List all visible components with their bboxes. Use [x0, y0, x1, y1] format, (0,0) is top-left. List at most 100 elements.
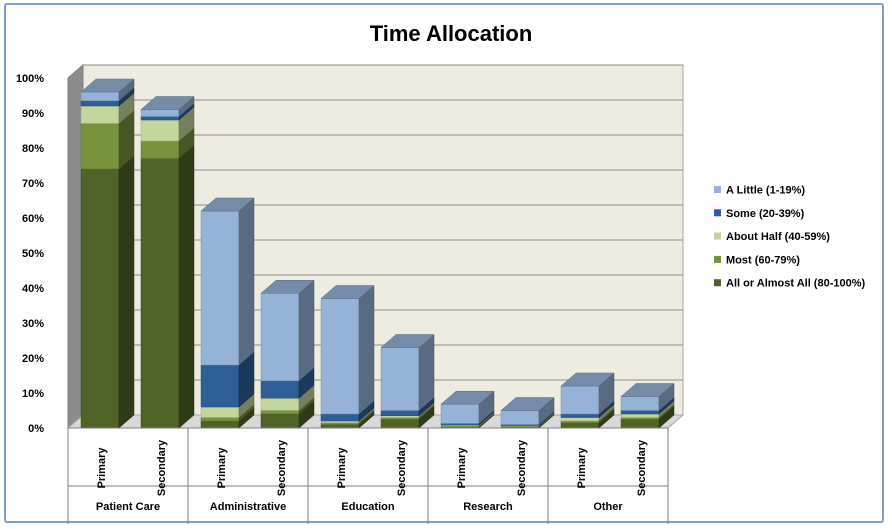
group-label: Administrative [210, 501, 286, 513]
y-tick-label: 80% [22, 143, 44, 155]
bar-segment [260, 380, 300, 399]
bar-top [440, 390, 495, 405]
category-label: Primary [96, 447, 108, 489]
bar-segment [620, 419, 660, 429]
y-tick-label: 20% [22, 353, 44, 365]
bar-segment [380, 347, 420, 411]
y-tick-label: 70% [22, 178, 44, 190]
bar-segment [200, 420, 240, 429]
bar-segment [380, 419, 420, 429]
gridline-side [67, 379, 84, 394]
bar-segment [320, 298, 360, 415]
legend-swatch [714, 232, 721, 240]
bar-segment [320, 413, 360, 422]
y-tick-label: 0% [28, 423, 44, 435]
bar-segment [200, 364, 240, 408]
category-label: Primary [336, 447, 348, 489]
bar-segment [620, 413, 660, 418]
bar-segment [140, 158, 180, 429]
gridline-side [67, 344, 84, 359]
gridline-side [67, 274, 84, 289]
bar-segment [260, 398, 300, 411]
bar-segment [140, 140, 180, 159]
bar-top [200, 197, 255, 212]
legend-swatch [714, 255, 721, 263]
bar-top [140, 96, 195, 110]
y-tick-label: 40% [22, 283, 44, 295]
bar-segment [260, 413, 300, 429]
category-label: Secondary [636, 439, 648, 496]
legend-label: All or Almost All (80-100%) [726, 278, 865, 290]
gridline-side [67, 239, 84, 254]
category-label: Primary [456, 447, 468, 489]
bar-segment [80, 100, 120, 107]
bar-segment [500, 410, 540, 425]
legend-swatch [714, 279, 721, 287]
chart-title: Time Allocation [370, 21, 533, 46]
legend-label: About Half (40-59%) [726, 231, 830, 243]
bar-segment [440, 423, 480, 426]
chart-frame: Time Allocation 0% 10% 20% 30% 40% 50% 60% 70% 8… [4, 3, 884, 524]
category-label: Secondary [276, 439, 288, 496]
bar-segment [380, 410, 420, 416]
category-label: Primary [216, 447, 228, 489]
bar-top [80, 78, 135, 93]
y-tick-label: 90% [22, 108, 44, 120]
bar-segment [80, 91, 120, 101]
bar-segment [200, 406, 240, 418]
bar-segment [320, 422, 360, 425]
gridline-side [67, 204, 84, 219]
y-tick-label: 50% [22, 248, 44, 260]
group-label: Education [341, 501, 394, 513]
gridline-side [67, 169, 84, 184]
bar-segment-side [298, 279, 315, 382]
bar-segment [140, 116, 180, 121]
y-tick-label: 60% [22, 213, 44, 225]
bar-top [560, 372, 615, 387]
bar-segment [80, 105, 120, 124]
category-label: Secondary [396, 439, 408, 496]
bar-top [320, 285, 375, 299]
bar-segment [320, 420, 360, 423]
bar-segment [140, 109, 180, 117]
y-tick-label: 10% [22, 388, 44, 400]
category-label: Primary [576, 447, 588, 489]
bar-top [500, 397, 555, 411]
bar-segment [620, 396, 660, 411]
chart-canvas: Time Allocation 0% 10% 20% 30% 40% 50% 60% 70% 8… [16, 21, 865, 524]
bar-segment [560, 422, 600, 429]
legend-swatch [714, 209, 721, 217]
bar-top [380, 334, 435, 348]
bar-segment [80, 168, 120, 429]
legend-swatch [714, 186, 721, 193]
bar-segment [320, 424, 360, 429]
bar-segment [380, 417, 420, 420]
bar-segment [560, 413, 600, 418]
bar-segment [560, 385, 600, 415]
bar-segment [80, 123, 120, 170]
legend-label: Most (60-79%) [726, 254, 800, 266]
bar-segment [440, 403, 480, 424]
legend-label: A Little (1-19%) [726, 185, 805, 197]
bar-segment [560, 420, 600, 423]
group-label: Patient Care [96, 501, 160, 513]
group-label: Other [593, 501, 623, 513]
bar-segment-side [118, 155, 135, 429]
category-label: Secondary [156, 439, 168, 496]
bar-segment [560, 417, 600, 422]
legend-label: Some (20-39%) [726, 208, 805, 220]
bar-segment [260, 293, 300, 381]
gridline-side [67, 99, 84, 114]
bar-top [620, 383, 675, 397]
bar-segment-side [418, 333, 435, 412]
bar-segment [620, 417, 660, 420]
bar-segment-side [358, 284, 375, 415]
bar-top [260, 280, 315, 294]
bar-segment [200, 417, 240, 422]
bar-segment [620, 410, 660, 415]
bar-segment-side [178, 144, 195, 429]
y-tick-label: 30% [22, 318, 44, 330]
bar-segment [140, 119, 180, 142]
group-label: Research [463, 501, 513, 513]
y-tick-label: 100% [16, 73, 44, 85]
